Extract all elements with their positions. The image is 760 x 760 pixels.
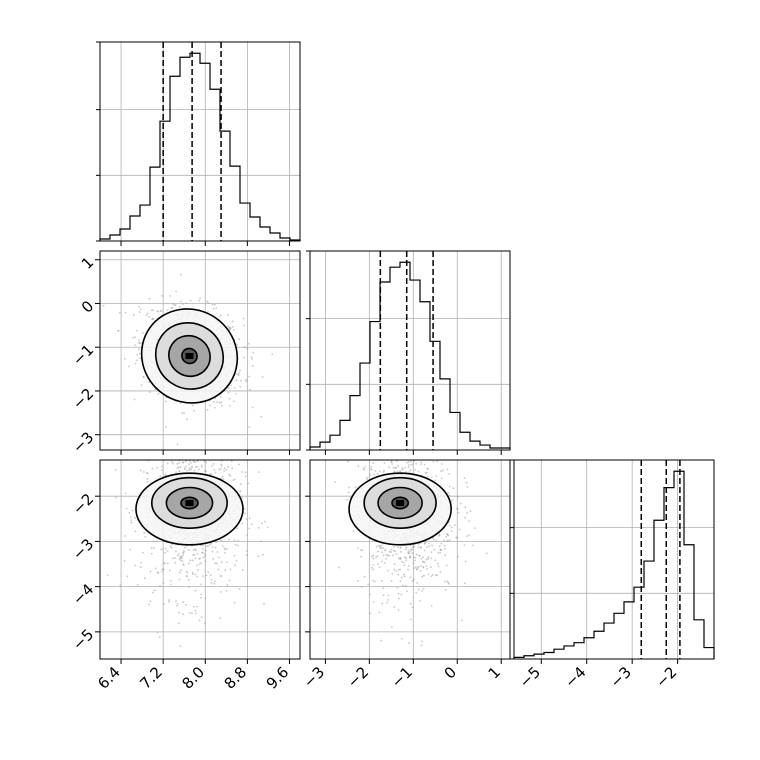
- panel-1-3-xtick-label: 8.0: [178, 663, 208, 693]
- panel-1-3-ytick-label: −3: [69, 535, 97, 563]
- hist-3-xtick-label: −4: [561, 663, 589, 691]
- panel-1-3-ytick-label: −4: [69, 580, 97, 608]
- panel-2-3-density: [348, 472, 452, 546]
- hist-3-xtick-label: −3: [607, 663, 635, 691]
- panel-2-3-frame: [309, 459, 511, 660]
- panel-2-3-peak: [396, 499, 405, 506]
- hist-1-grid: [100, 42, 300, 241]
- panel-1-2-ytick-label: −3: [69, 428, 97, 456]
- hist-1-step: [99, 52, 301, 241]
- hist-2-frame: [309, 250, 511, 451]
- panel-2-3-xtick-label: −3: [300, 663, 328, 691]
- panel-1-3-density: [135, 472, 244, 546]
- panel-1-3-ytick-label: −5: [69, 625, 97, 653]
- hist-3-step: [513, 470, 715, 659]
- hist-3-xtick-label: −2: [652, 663, 680, 691]
- hist-2-step: [309, 261, 511, 450]
- hist-3-frame: [513, 459, 715, 660]
- panel-1-3-xtick-label: 7.2: [136, 663, 166, 693]
- panel-1-2-ytick-label: −2: [69, 385, 97, 413]
- panel-1-3-xtick-label: 6.4: [94, 663, 124, 693]
- panel-1-3-frame: [99, 459, 301, 660]
- hist-3-grid: [514, 460, 714, 659]
- hist-2-grid: [310, 251, 510, 450]
- panel-2-3-xtick-label: −1: [388, 663, 416, 691]
- panel-1-2-ytick-label: −1: [69, 341, 97, 369]
- panel-1-3-ytick-label: −2: [69, 490, 97, 518]
- panel-2-3-xtick-label: 1: [485, 663, 504, 682]
- panel-1-3-xtick-label: 8.8: [221, 663, 251, 693]
- panel-1-2-ytick-label: 1: [78, 253, 97, 272]
- panel-1-3-xtick-label: 9.6: [263, 663, 293, 693]
- panel-1-2-frame: [99, 250, 301, 451]
- hist-1-frame: [99, 41, 301, 242]
- panel-2-3-xtick-label: 0: [441, 663, 460, 682]
- hist-3-xtick-label: −5: [516, 663, 544, 691]
- panel-1-2-density: [140, 308, 239, 404]
- panel-1-3-peak: [185, 499, 194, 506]
- panel-1-2-peak: [185, 352, 194, 359]
- panel-1-2-ytick-label: 0: [78, 297, 97, 316]
- panel-2-3-xtick-label: −2: [344, 663, 372, 691]
